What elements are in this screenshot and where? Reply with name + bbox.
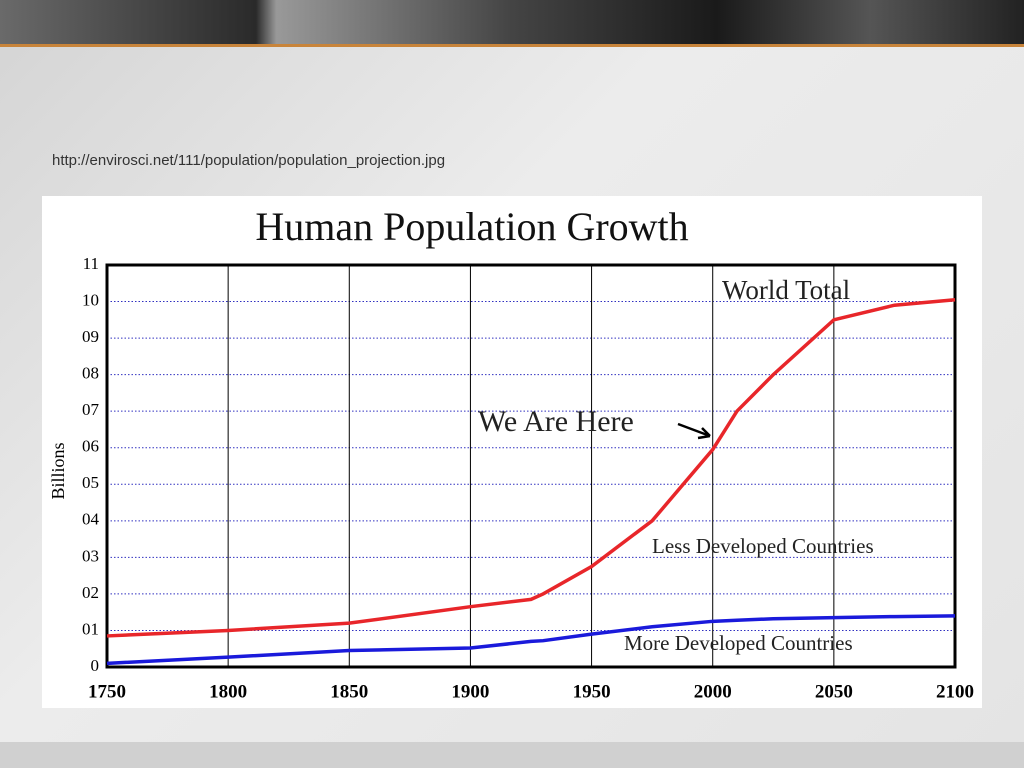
series-label: World Total: [722, 275, 850, 305]
line: [106, 614, 956, 666]
series-label: More Developed Countries: [624, 631, 853, 655]
x-tick-label: 1950: [573, 681, 611, 702]
banner: [0, 0, 1024, 47]
footer-strip: [0, 742, 1024, 768]
x-tick-label: 2000: [694, 681, 732, 702]
y-tick-label: 06: [82, 437, 99, 456]
y-tick-label: 04: [82, 510, 100, 529]
x-tick-label: 1750: [88, 681, 126, 702]
y-tick-label: 02: [82, 583, 99, 602]
chart-title: Human Population Growth: [255, 204, 688, 249]
plot-frame: [105, 263, 957, 669]
y-tick-label: 09: [82, 327, 99, 346]
y-tick-label: 11: [83, 254, 99, 273]
y-tick-label: 10: [82, 290, 99, 309]
y-tick-label: 0: [91, 656, 100, 675]
y-tick-label: 01: [82, 619, 99, 638]
y-axis-label: Billions: [48, 442, 68, 499]
x-tick-label: 1900: [451, 681, 489, 702]
x-tick-label: 1850: [330, 681, 368, 702]
chart: Human Population Growth Billions 0 01 02 03…: [42, 196, 982, 708]
x-tick-label: 1800: [209, 681, 247, 702]
annotation: Less Developed Countries: [652, 534, 874, 558]
arrow: [677, 422, 711, 440]
y-tick-label: 05: [82, 473, 99, 492]
y-tick-label: 03: [82, 546, 99, 565]
x-tick-label: 2050: [815, 681, 853, 702]
line: [106, 297, 956, 638]
x-tick-label: 2100: [936, 681, 974, 702]
annotation: We Are Here: [478, 405, 634, 438]
y-tick-label: 07: [82, 400, 100, 419]
chart-background: [42, 196, 982, 708]
caption: http://envirosci.net/111/population/popu…: [52, 152, 446, 169]
y-tick-label: 08: [82, 364, 99, 383]
